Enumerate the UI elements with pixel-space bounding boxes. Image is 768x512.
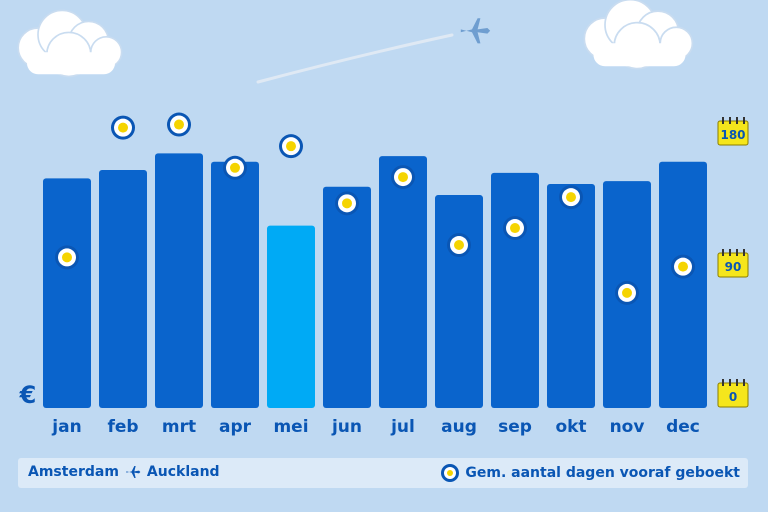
cloud-icon: [583, 0, 694, 70]
footer-bar: Amsterdam Auckland Gem. aantal dagen voo…: [18, 458, 748, 488]
legend: Gem. aantal dagen vooraf geboekt: [441, 464, 740, 482]
calendar-icon: 180: [717, 117, 749, 146]
dot-mei: [279, 134, 303, 159]
x-label-aug: aug: [441, 417, 477, 437]
x-label-nov: nov: [610, 417, 645, 437]
x-label-mei: mei: [273, 417, 308, 437]
x-label-feb: feb: [107, 417, 138, 437]
bar-jul: [379, 156, 427, 408]
bar-okt: [547, 183, 595, 408]
dot-mrt: [167, 112, 191, 137]
bars-layer: [43, 153, 707, 408]
dot-aug: [447, 233, 471, 258]
bar-jan: [43, 178, 91, 408]
bar-aug: [435, 195, 483, 408]
dot-jan: [55, 245, 79, 270]
bar-dec: [659, 161, 707, 408]
currency-symbol: €: [19, 381, 37, 409]
x-labels-layer: jan feb mrt apr mei jun jul aug sep okt nov dec: [51, 417, 700, 437]
bar-feb: [99, 170, 147, 408]
x-label-okt: okt: [555, 417, 586, 437]
dot-feb: [111, 115, 135, 140]
route: Amsterdam Auckland: [28, 464, 220, 480]
bar-jun: [323, 186, 371, 408]
bar-mrt: [155, 153, 203, 408]
x-label-jun: jun: [331, 417, 362, 437]
x-label-dec: dec: [666, 417, 700, 437]
bar-apr: [211, 161, 259, 408]
dot-nov: [615, 280, 639, 305]
contrail: [256, 33, 454, 84]
right-axis-layer: 180 90 0: [717, 117, 749, 408]
bar-mei: [267, 225, 315, 408]
cloud-icon: [17, 9, 123, 78]
right-axis-tick-label: 180: [720, 128, 745, 142]
x-label-jan: jan: [51, 417, 81, 437]
legend-dot-icon: [441, 464, 460, 482]
airplane-icon: [126, 466, 141, 478]
right-axis-tick-label: 90: [725, 260, 742, 274]
calendar-icon: 90: [717, 249, 749, 278]
right-axis-tick-label: 0: [729, 390, 737, 404]
x-label-apr: apr: [219, 417, 252, 437]
calendar-icon: 0: [717, 379, 749, 408]
dot-okt: [559, 185, 583, 210]
legend-label: Gem. aantal dagen vooraf geboekt: [465, 465, 740, 481]
sky-decoration: [17, 0, 694, 84]
airplane-icon: [460, 18, 491, 44]
x-label-sep: sep: [498, 417, 532, 437]
dot-sep: [503, 216, 527, 241]
dot-jun: [335, 191, 359, 216]
dots-layer: [55, 112, 695, 305]
bar-sep: [491, 172, 539, 408]
dot-dec: [671, 254, 695, 279]
x-label-jul: jul: [390, 417, 415, 437]
origin-city: Amsterdam: [28, 464, 119, 480]
destination-city: Auckland: [146, 464, 220, 480]
dot-jul: [391, 165, 415, 190]
dot-apr: [223, 155, 247, 180]
x-label-mrt: mrt: [162, 417, 196, 437]
